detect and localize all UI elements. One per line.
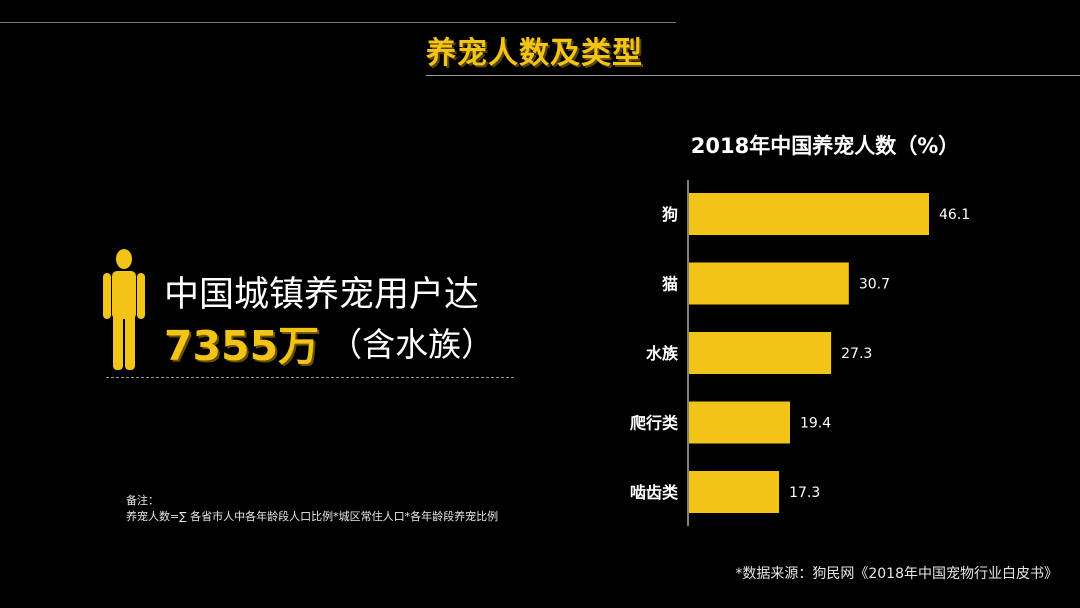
bar: [689, 262, 849, 305]
note-label: 备注：: [126, 494, 159, 507]
dashed-divider: [106, 377, 514, 378]
value-label: 19.4: [800, 416, 831, 432]
value-label: 30.7: [859, 277, 890, 293]
category-label: 啮齿类: [630, 483, 679, 502]
category-label: 猫: [662, 275, 678, 294]
bar-chart: 狗 46.1 猫 30.7 水族 27.3 爬行类 19.4 啮齿类 17.3: [629, 180, 970, 526]
stat-line: 7355万 （含水族）: [164, 312, 495, 370]
stat-note: （含水族）: [329, 325, 495, 364]
stat-number: 7355万: [164, 322, 320, 370]
bar: [689, 471, 780, 513]
headline: 中国城镇养宠用户达: [164, 275, 480, 315]
bar: [689, 193, 929, 235]
value-label: 27.3: [841, 346, 872, 362]
header-top-divider: [0, 22, 676, 23]
bar: [689, 332, 832, 374]
page-title: 养宠人数及类型: [426, 36, 643, 71]
header-bottom-divider: [426, 75, 1080, 76]
value-label: 17.3: [789, 485, 820, 501]
category-label: 狗: [662, 205, 678, 224]
value-label: 46.1: [939, 207, 970, 223]
chart-title: 2018年中国养宠人数（%）: [690, 134, 960, 158]
note-text: 养宠人数=∑ 各省市人中各年龄段人口比例*城区常住人口*各年龄段养宠比例: [126, 510, 499, 523]
person-icon: [103, 249, 145, 370]
category-label: 爬行类: [629, 414, 679, 433]
bar: [689, 401, 790, 444]
source-citation: *数据来源：狗民网《2018年中国宠物行业白皮书》: [735, 566, 1058, 582]
category-label: 水族: [646, 344, 679, 363]
